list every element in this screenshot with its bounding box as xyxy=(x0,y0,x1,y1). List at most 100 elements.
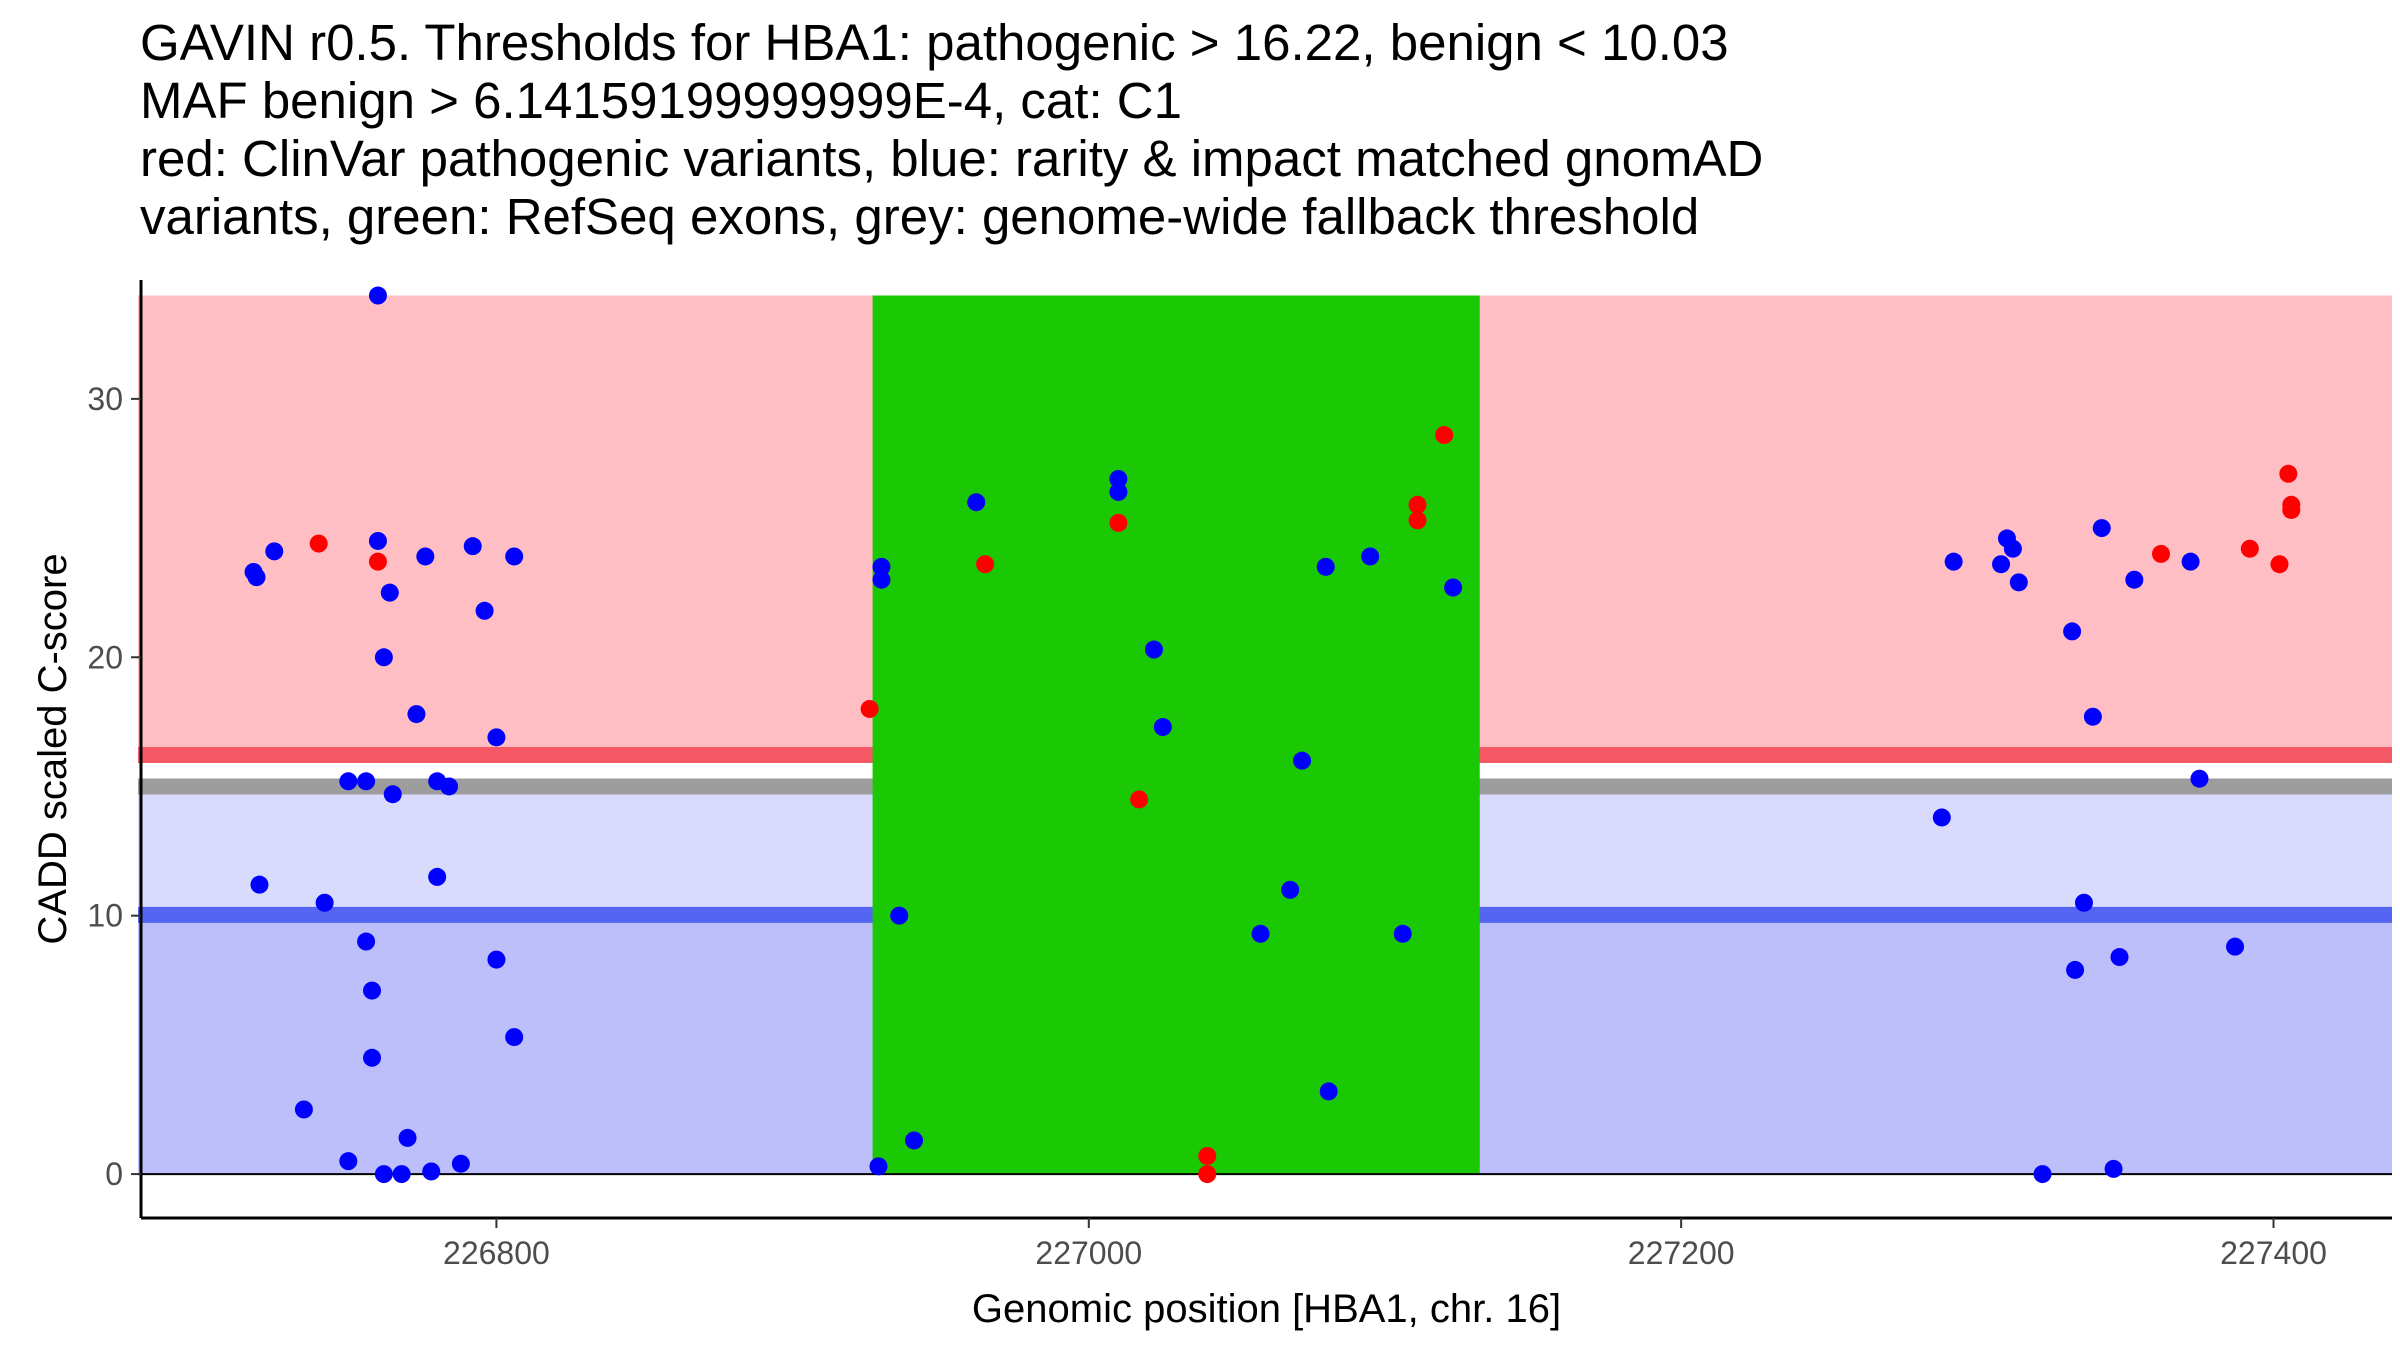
benign-point xyxy=(363,1048,382,1067)
benign-point xyxy=(2033,1165,2052,1184)
x-tick-label: 227400 xyxy=(2220,1235,2327,1271)
benign-point xyxy=(1316,557,1335,576)
pathogenic-point xyxy=(1198,1165,1217,1184)
benign-point xyxy=(872,570,891,589)
benign-point xyxy=(368,531,387,550)
pathogenic-point xyxy=(1130,790,1149,809)
benign-point xyxy=(380,583,399,602)
benign-point xyxy=(363,981,382,1000)
y-axis-title: CADD scaled C-score xyxy=(31,553,75,944)
benign-point xyxy=(2003,539,2022,558)
y-tick-label: 30 xyxy=(87,381,123,417)
pathogenic-point xyxy=(1408,511,1427,530)
pathogenic-point xyxy=(309,534,328,553)
benign-point xyxy=(1361,547,1380,566)
y-tick-label: 20 xyxy=(87,639,123,675)
benign-point xyxy=(487,950,506,969)
benign-point xyxy=(1319,1082,1338,1101)
benign-point xyxy=(1932,808,1951,827)
pathogenic-point xyxy=(1408,495,1427,514)
exon-region xyxy=(872,295,1480,1175)
benign-point xyxy=(2125,570,2144,589)
benign-point xyxy=(416,547,435,566)
benign-point xyxy=(2110,948,2129,967)
y-tick-label: 10 xyxy=(87,898,123,934)
benign-point xyxy=(2226,937,2245,956)
benign-point xyxy=(368,286,387,305)
benign-point xyxy=(398,1128,417,1147)
title-line-1: GAVIN r0.5. Thresholds for HBA1: pathoge… xyxy=(140,14,1729,71)
y-tick-label: 0 xyxy=(105,1156,123,1192)
benign-point xyxy=(1393,924,1412,943)
pathogenic-point xyxy=(2151,544,2170,563)
benign-point xyxy=(392,1165,411,1184)
benign-point xyxy=(505,1028,524,1047)
benign-point xyxy=(869,1157,888,1176)
title-line-2: MAF benign > 6.14159199999999E-4, cat: C… xyxy=(140,72,1182,129)
benign-point xyxy=(2063,622,2082,641)
benign-point xyxy=(383,785,402,804)
benign-point xyxy=(2066,960,2085,979)
benign-point xyxy=(487,728,506,747)
benign-point xyxy=(2092,519,2111,538)
axes: 226800 227000 227200 227400 0 10 20 30 xyxy=(87,280,2392,1271)
benign-point xyxy=(294,1100,313,1119)
benign-point xyxy=(440,777,459,796)
pathogenic-point xyxy=(368,552,387,571)
benign-point xyxy=(2083,707,2102,726)
title-line-4: variants, green: RefSeq exons, grey: gen… xyxy=(140,188,1700,245)
benign-point xyxy=(2074,893,2093,912)
benign-point xyxy=(2009,573,2028,592)
pathogenic-point xyxy=(860,699,879,718)
benign-point xyxy=(250,875,269,894)
benign-point xyxy=(374,1165,393,1184)
benign-point xyxy=(315,893,334,912)
benign-point xyxy=(1281,880,1300,899)
pathogenic-point xyxy=(1435,426,1454,445)
pathogenic-point xyxy=(1109,513,1128,532)
benign-point xyxy=(1293,751,1312,770)
benign-point xyxy=(2104,1159,2123,1178)
benign-point xyxy=(1109,469,1128,488)
pathogenic-point xyxy=(2240,539,2259,558)
benign-point xyxy=(339,772,358,791)
benign-point xyxy=(2190,769,2209,788)
pathogenic-point xyxy=(2279,464,2298,483)
benign-point xyxy=(265,542,284,561)
benign-point xyxy=(374,648,393,667)
x-axis-title: Genomic position [HBA1, chr. 16] xyxy=(972,1287,1561,1331)
x-tick-label: 226800 xyxy=(443,1235,550,1271)
threshold-regions xyxy=(138,295,2393,1176)
chart-title: GAVIN r0.5. Thresholds for HBA1: pathoge… xyxy=(140,14,2370,246)
x-tick-label: 227000 xyxy=(1035,1235,1142,1271)
pathogenic-point xyxy=(2282,500,2301,519)
benign-point xyxy=(505,547,524,566)
title-line-3: red: ClinVar pathogenic variants, blue: … xyxy=(140,130,1764,187)
benign-point xyxy=(1109,482,1128,501)
benign-point xyxy=(1992,555,2011,574)
benign-point xyxy=(451,1154,470,1173)
benign-point xyxy=(1251,924,1270,943)
benign-point xyxy=(407,705,426,724)
benign-point xyxy=(357,772,376,791)
benign-point xyxy=(1153,718,1172,737)
benign-point xyxy=(422,1162,441,1181)
pathogenic-point xyxy=(976,555,995,574)
benign-point xyxy=(475,601,494,620)
benign-point xyxy=(2181,552,2200,571)
benign-point xyxy=(1944,552,1963,571)
benign-point xyxy=(247,568,266,587)
benign-point xyxy=(967,493,986,512)
benign-point xyxy=(428,867,447,886)
pathogenic-point xyxy=(1198,1146,1217,1165)
data-points xyxy=(244,286,2301,1184)
benign-point xyxy=(357,932,376,951)
benign-point xyxy=(1444,578,1463,597)
pathogenic-point xyxy=(2270,555,2289,574)
benign-point xyxy=(905,1131,924,1150)
benign-point xyxy=(872,557,891,576)
x-tick-label: 227200 xyxy=(1628,1235,1735,1271)
benign-point xyxy=(1144,640,1163,659)
benign-point xyxy=(890,906,909,925)
